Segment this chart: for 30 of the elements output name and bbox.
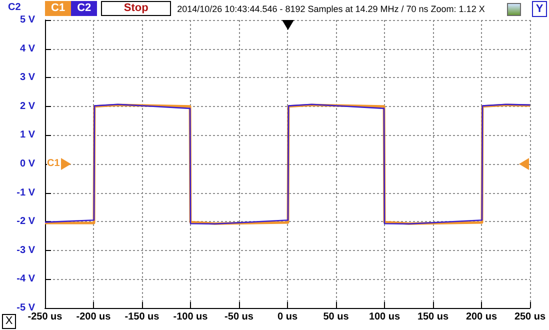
text: C2 xyxy=(71,1,98,16)
x-tick-label: 150 us xyxy=(417,312,449,322)
text: Stop xyxy=(101,1,172,16)
y-tick-label: 4 V xyxy=(20,43,36,54)
y-tick-label: -4 V xyxy=(16,274,36,285)
y-tick-label: 5 V xyxy=(20,14,36,26)
y-axis-title: C2 xyxy=(8,2,21,13)
x-tick-label: -200 us xyxy=(76,312,112,322)
x-tick-label: -250 us xyxy=(28,312,63,322)
y-tick-label: 1 V xyxy=(20,130,36,141)
y-tick-label: -2 V xyxy=(16,216,36,228)
x-tick-label: 50 us xyxy=(323,312,350,322)
x-tick-label: 250 us xyxy=(514,312,546,322)
x-tick-label: -100 us xyxy=(173,312,208,322)
y-tick-label: 0 V xyxy=(20,158,36,170)
x-tick-label: 100 us xyxy=(368,312,400,322)
text: Y xyxy=(532,1,547,17)
y-tick-label: 3 V xyxy=(20,72,36,84)
x-tick-label: 0 us xyxy=(277,312,298,322)
annotation: C1 xyxy=(47,157,60,171)
y-tick-label: -3 V xyxy=(16,244,36,256)
text: X xyxy=(2,314,16,329)
y-tick-label: -1 V xyxy=(16,187,36,198)
text: C1 xyxy=(45,1,72,16)
x-tick-label: 200 us xyxy=(466,312,498,322)
y-tick-label: -5 V xyxy=(16,302,36,314)
x-tick-label: -150 us xyxy=(124,312,160,322)
y-tick-label: 2 V xyxy=(20,100,36,112)
chart-title: 2014/10/26 10:43:44.546 - 8192 Samples at 14.29 MHz / 70 ns Zoom: 1.12 X xyxy=(177,4,485,14)
x-tick-label: -50 us xyxy=(224,312,254,322)
